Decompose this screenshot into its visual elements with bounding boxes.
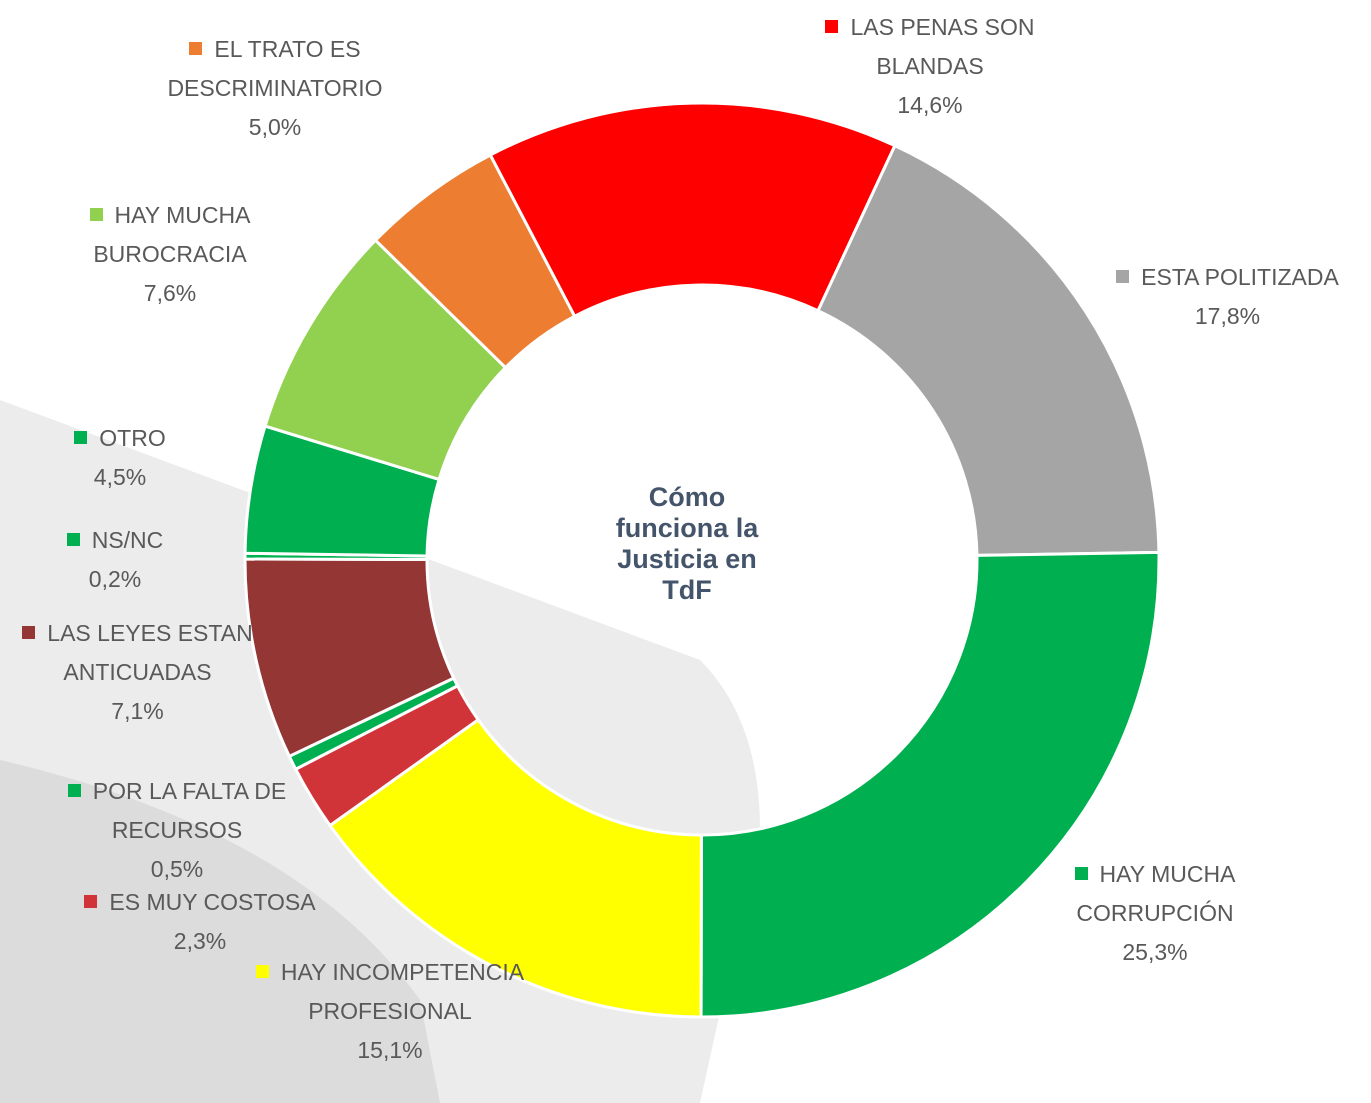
legend-marker [67,784,81,797]
category-label: OTRO [99,425,166,451]
data-label: OTRO 4,5% [60,419,180,497]
value-label: 25,3% [1122,939,1188,965]
category-label: LAS PENAS SON BLANDAS [850,14,1035,79]
category-label: ESTA POLITIZADA [1141,264,1339,290]
category-label: POR LA FALTA DE RECURSOS [92,778,287,843]
category-label: LAS LEYES ESTAN ANTICUADAS [47,620,253,685]
legend-marker [1116,270,1130,283]
data-label: LAS PENAS SON BLANDAS 14,6% [805,8,1055,125]
value-label: 0,5% [150,856,204,882]
value-label: 2,3% [173,928,227,954]
value-label: 4,5% [93,464,147,490]
data-label: POR LA FALTA DE RECURSOS 0,5% [42,772,312,889]
legend-marker [825,20,839,33]
data-label: HAY INCOMPETENCIA PROFESIONAL 15,1% [255,953,525,1070]
data-label: HAY MUCHA BUROCRACIA 7,6% [55,196,285,313]
legend-marker [74,431,88,444]
legend-marker [84,895,98,908]
chart-title: Cómo funciona la Justicia en TdF [615,482,759,605]
legend-marker [89,208,103,221]
category-label: HAY MUCHA BUROCRACIA [93,202,251,267]
donut-slice [327,717,703,1019]
data-label: ESTA POLITIZADA 17,8% [1090,258,1365,336]
data-label: EL TRATO ES DESCRIMINATORIO 5,0% [140,30,410,147]
legend-marker [66,533,80,546]
data-label: HAY MUCHA CORRUPCIÓN 25,3% [1045,855,1265,972]
value-label: 7,1% [111,698,164,724]
legend-marker [189,42,203,55]
category-label: HAY INCOMPETENCIA PROFESIONAL [280,959,525,1024]
data-label: ES MUY COSTOSA 2,3% [60,883,340,961]
value-label: 5,0% [248,114,302,140]
value-label: 14,6% [897,92,963,118]
value-label: 17,8% [1194,303,1261,329]
donut-slice [488,101,897,319]
value-label: 15,1% [357,1037,423,1063]
value-label: 7,6% [143,280,197,306]
category-label: NS/NC [91,527,164,553]
donut-slice [816,143,1161,557]
value-label: 0,2% [88,566,142,592]
donut-slice [373,152,577,370]
legend-marker [1074,867,1088,880]
category-label: EL TRATO ES DESCRIMINATORIO [167,36,383,101]
legend-marker [255,965,269,978]
data-label: NS/NC 0,2% [55,521,175,599]
legend-marker [22,626,36,639]
category-label: ES MUY COSTOSA [109,889,316,915]
background-swoosh [0,760,440,1103]
donut-slice [699,550,1161,1019]
category-label: HAY MUCHA CORRUPCIÓN [1076,861,1236,926]
data-label: LAS LEYES ESTAN ANTICUADAS 7,1% [0,614,275,731]
